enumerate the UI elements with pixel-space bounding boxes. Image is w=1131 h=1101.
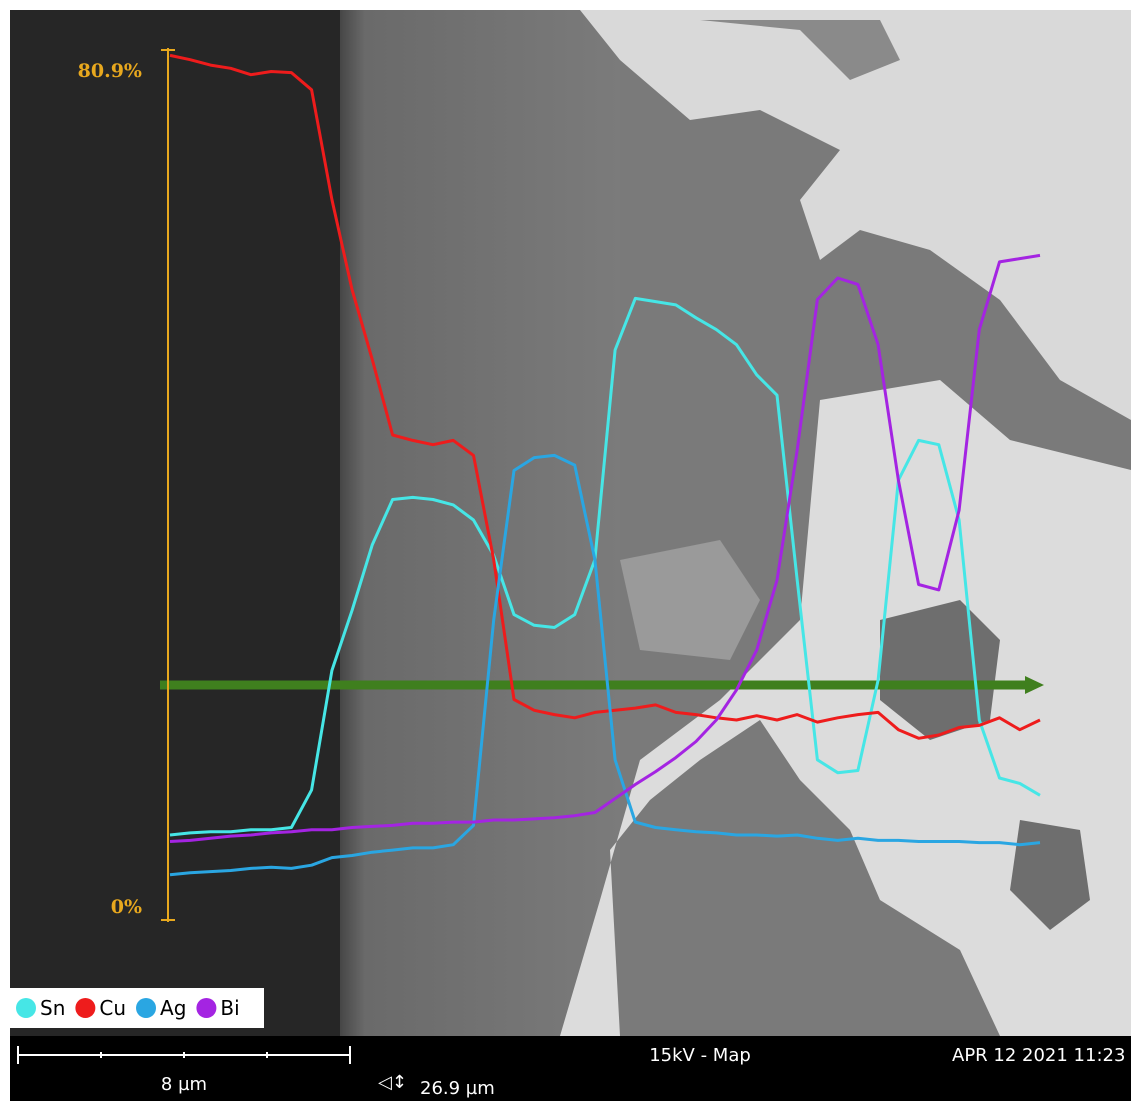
timestamp: APR 12 2021 11:23 <box>952 1045 1125 1066</box>
legend-label: Cu <box>99 996 126 1020</box>
chart: 0% 80.9% Sn Cu Ag Bi 8 µm ◁↕ 26.9 µm 15kV - … <box>0 0 1131 1101</box>
legend-swatch <box>16 998 36 1018</box>
page: {"chart_data": { "type": "line", "ylim":… <box>0 0 1131 1101</box>
copper-region <box>10 10 340 1036</box>
legend-label: Ag <box>160 996 186 1020</box>
y-tick-label: 0% <box>111 896 142 918</box>
legend-swatch <box>196 998 216 1018</box>
scale-bar-label: 8 µm <box>161 1074 207 1095</box>
width-icon: ◁↕ <box>378 1072 407 1093</box>
mode-label: 15kV - Map <box>649 1045 751 1066</box>
field-width: 26.9 µm <box>420 1078 495 1099</box>
legend-label: Sn <box>40 996 65 1020</box>
interface-band <box>320 10 620 1036</box>
legend-swatch <box>136 998 156 1018</box>
y-tick-label: 80.9% <box>78 60 142 82</box>
legend-swatch <box>75 998 95 1018</box>
sem-image <box>10 10 1131 1036</box>
legend-label: Bi <box>220 996 239 1020</box>
